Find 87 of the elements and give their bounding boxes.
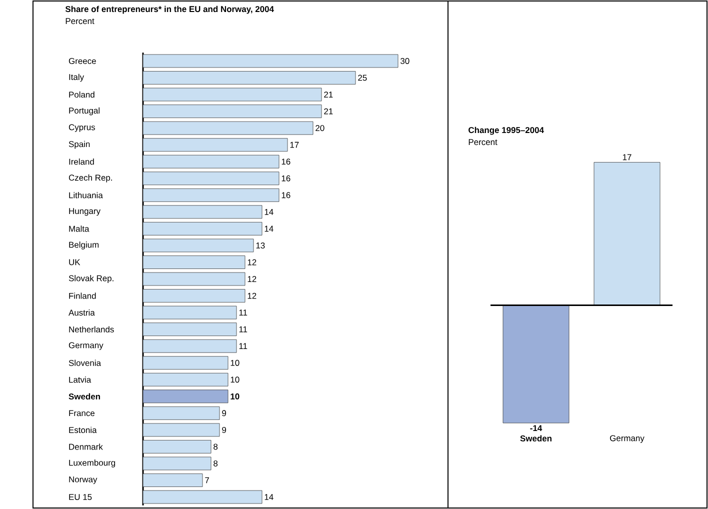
y-tick-label: Lithuania: [69, 192, 103, 198]
bar: [142, 172, 280, 186]
y-tick-label: Germany: [68, 342, 104, 350]
bar: [142, 71, 356, 84]
data-label: 21: [324, 108, 333, 114]
y-tick-label: Belgium: [69, 242, 99, 250]
data-label: 14: [264, 209, 274, 215]
data-label: 10: [230, 393, 240, 400]
data-label: 16: [282, 192, 290, 198]
data-label: -14: [530, 425, 542, 432]
data-label: 9: [222, 426, 226, 433]
y-tick-label: France: [69, 410, 94, 416]
data-label: 21: [324, 92, 333, 98]
y-tick-label: Poland: [69, 91, 94, 98]
data-label: 11: [239, 343, 248, 349]
data-label: 16: [282, 158, 290, 165]
y-tick-label: Malta: [69, 226, 90, 232]
bar: [142, 188, 280, 202]
bar: [142, 356, 228, 370]
data-label: 16: [282, 175, 290, 182]
y-tick-label: Portugal: [69, 107, 100, 116]
bar: [142, 474, 203, 487]
data-label: 17: [290, 142, 299, 148]
y-tick-label: Cyprus: [68, 124, 96, 132]
bar: [142, 205, 262, 219]
bar: [142, 104, 322, 118]
data-label: 7: [205, 477, 209, 484]
y-tick-label: Slovenia: [68, 360, 101, 366]
bar: [142, 121, 314, 135]
y-tick-label: Italy: [69, 74, 84, 82]
bar: [142, 238, 254, 252]
y-tick-label: Estonia: [69, 426, 97, 434]
data-label: 11: [239, 326, 248, 332]
y-tick-label: Spain: [68, 140, 90, 149]
data-label: 20: [316, 125, 324, 132]
y-tick-label: Greece: [68, 58, 96, 64]
data-label: 8: [214, 460, 218, 466]
y-tick-label: EU 15: [69, 494, 92, 500]
bar: [142, 456, 212, 470]
data-label: 10: [230, 360, 240, 366]
y-tick-label: UK: [69, 259, 80, 266]
y-tick-label: Sweden: [68, 393, 100, 400]
y-tick-label: Netherlands: [69, 326, 114, 332]
bar: [142, 339, 237, 353]
y-tick-label: Ireland: [69, 158, 94, 165]
data-label: 13: [256, 242, 265, 248]
data-label: 12: [248, 292, 256, 299]
y-tick-label: Austria: [68, 309, 95, 316]
data-label: 12: [248, 276, 256, 282]
bar: [142, 322, 237, 336]
bar: [142, 222, 262, 236]
bar: [142, 272, 246, 286]
y-tick-label: Slovak Rep.: [68, 275, 114, 283]
data-label: 8: [214, 444, 218, 450]
y-tick-label: Luxembourg: [69, 460, 116, 468]
bar: [142, 88, 322, 102]
data-label: 11: [239, 310, 248, 316]
y-tick-label: Czech Rep.: [68, 174, 112, 182]
y-tick-label: Denmark: [69, 444, 103, 450]
chart-subtitle: Percent: [468, 139, 498, 146]
y-tick-label: Hungary: [69, 208, 101, 216]
y-tick-label: Latvia: [69, 376, 92, 383]
bar: [142, 256, 246, 269]
chart-title: Share of entrepreneurs* in the EU and Norway, 2004: [65, 6, 274, 14]
bar: [142, 138, 288, 152]
bar: [142, 440, 212, 454]
bar: [142, 289, 246, 302]
bar: [142, 54, 398, 68]
data-label: 14: [264, 494, 274, 500]
data-label: 25: [358, 74, 367, 81]
data-label: 17: [622, 154, 632, 160]
data-label: 9: [222, 410, 226, 416]
bar: [142, 306, 237, 320]
data-label: 14: [264, 226, 274, 232]
y-tick-label: Norway: [69, 476, 98, 484]
data-label: 30: [400, 58, 410, 64]
chart-subtitle: Percent: [66, 18, 94, 24]
bar: [142, 154, 280, 168]
y-tick-label: Finland: [69, 292, 96, 299]
chart-title: Change 1995–2004: [468, 126, 544, 135]
data-label: 12: [248, 259, 256, 266]
bar: [142, 490, 262, 504]
bar: [142, 406, 220, 420]
bar: [142, 372, 228, 386]
bar: [142, 423, 220, 437]
data-label: 10: [230, 376, 240, 383]
bar: [142, 390, 228, 404]
